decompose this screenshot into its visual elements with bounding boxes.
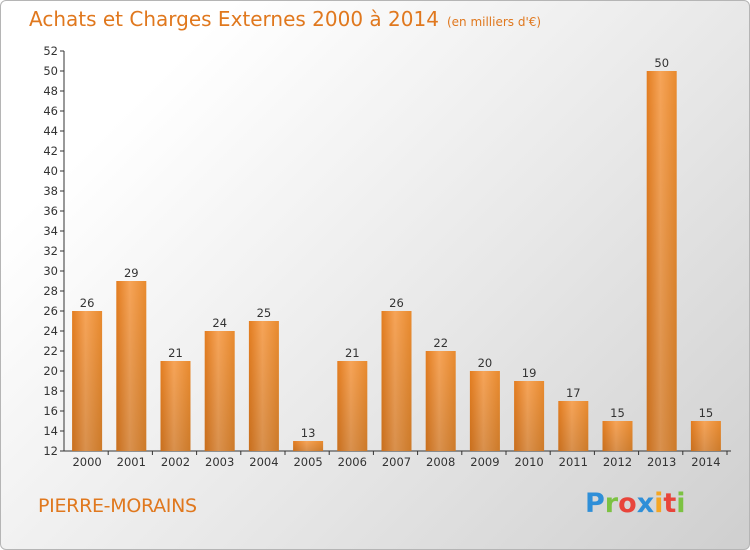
x-tick-label: 2004 bbox=[249, 455, 278, 469]
bar-value-label: 24 bbox=[212, 316, 227, 330]
x-tick-label: 2009 bbox=[470, 455, 499, 469]
bar-shade bbox=[602, 421, 633, 451]
x-tick-label: 2001 bbox=[117, 455, 146, 469]
chart-subtitle: (en milliers d'€) bbox=[446, 15, 542, 29]
bar-value-label: 15 bbox=[699, 406, 714, 420]
bar-value-label: 20 bbox=[478, 356, 493, 370]
y-tick-label: 20 bbox=[43, 364, 58, 378]
y-tick-label: 24 bbox=[43, 324, 58, 338]
bar-shade bbox=[72, 311, 103, 451]
logo-letter: i bbox=[676, 488, 686, 519]
logo-letter: o bbox=[618, 488, 637, 519]
bar-value-label: 21 bbox=[168, 346, 183, 360]
x-tick-label: 2013 bbox=[647, 455, 676, 469]
x-tick-label: 2011 bbox=[559, 455, 588, 469]
y-tick-label: 34 bbox=[43, 224, 58, 238]
y-tick-label: 32 bbox=[43, 244, 58, 258]
y-tick-label: 42 bbox=[43, 144, 58, 158]
bar-shade bbox=[469, 371, 500, 451]
bar-value-label: 21 bbox=[345, 346, 360, 360]
logo-letter: t bbox=[663, 488, 677, 519]
y-tick-label: 44 bbox=[43, 124, 58, 138]
logo-letter: x bbox=[636, 488, 655, 519]
bar-shade bbox=[337, 361, 368, 451]
chart-title: Achats et Charges Externes 2000 à 2014 (e… bbox=[29, 7, 541, 31]
bar-value-label: 26 bbox=[389, 296, 404, 310]
y-tick-label: 40 bbox=[43, 164, 58, 178]
y-tick-label: 48 bbox=[43, 84, 58, 98]
chart-title-text: Achats et Charges Externes 2000 à 2014 bbox=[29, 7, 439, 31]
bar-value-label: 50 bbox=[654, 56, 669, 70]
bar-value-label: 15 bbox=[610, 406, 625, 420]
y-tick-label: 12 bbox=[43, 444, 58, 458]
logo-letter: r bbox=[604, 488, 619, 519]
bar-shade bbox=[204, 331, 235, 451]
y-tick-label: 18 bbox=[43, 384, 58, 398]
bar-shade bbox=[425, 351, 456, 451]
x-tick-label: 2006 bbox=[338, 455, 367, 469]
axis-layer: 12 14 16 18 20 22 24 26 28 30 32 34 36 38 40 42 44 46 48 50… bbox=[43, 44, 731, 469]
x-tick-label: 2005 bbox=[293, 455, 322, 469]
x-tick-label: 2003 bbox=[205, 455, 234, 469]
x-tick-label: 2014 bbox=[691, 455, 720, 469]
y-tick-label: 22 bbox=[43, 344, 58, 358]
bar-shade bbox=[690, 421, 721, 451]
bar-shade bbox=[558, 401, 589, 451]
x-tick-label: 2010 bbox=[514, 455, 543, 469]
bar-shade bbox=[646, 71, 677, 451]
bar-value-label: 22 bbox=[433, 336, 448, 350]
bar-shade bbox=[293, 441, 324, 451]
y-tick-label: 50 bbox=[43, 64, 58, 78]
y-tick-label: 46 bbox=[43, 104, 58, 118]
y-tick-label: 14 bbox=[43, 424, 58, 438]
bar-layer: 26 29 21 24 25 13 21 26 22 20 19 17 15 50 15 bbox=[72, 56, 721, 451]
y-tick-label: 16 bbox=[43, 404, 58, 418]
y-tick-label: 26 bbox=[43, 304, 58, 318]
y-tick-label: 38 bbox=[43, 184, 58, 198]
bar-value-label: 13 bbox=[301, 426, 316, 440]
bar-value-label: 26 bbox=[80, 296, 95, 310]
commune-name: PIERRE-MORAINS bbox=[38, 495, 197, 517]
bar-value-label: 29 bbox=[124, 266, 139, 280]
logo-letter: P bbox=[585, 488, 605, 519]
x-tick-label: 2000 bbox=[72, 455, 101, 469]
bar-value-label: 17 bbox=[566, 386, 581, 400]
proxiti-logo: Proxiti bbox=[585, 488, 686, 519]
bar-shade bbox=[248, 321, 279, 451]
x-tick-label: 2007 bbox=[382, 455, 411, 469]
x-tick-label: 2002 bbox=[161, 455, 190, 469]
bar-shade bbox=[381, 311, 412, 451]
x-tick-label: 2008 bbox=[426, 455, 455, 469]
bar-value-label: 19 bbox=[522, 366, 537, 380]
y-tick-label: 30 bbox=[43, 264, 58, 278]
logo-letter: i bbox=[654, 488, 664, 519]
y-tick-label: 28 bbox=[43, 284, 58, 298]
bar-shade bbox=[160, 361, 191, 451]
y-tick-label: 52 bbox=[43, 44, 58, 58]
bar-shade bbox=[514, 381, 545, 451]
y-tick-label: 36 bbox=[43, 204, 58, 218]
bar-value-label: 25 bbox=[257, 306, 272, 320]
x-tick-label: 2012 bbox=[603, 455, 632, 469]
bar-shade bbox=[116, 281, 147, 451]
